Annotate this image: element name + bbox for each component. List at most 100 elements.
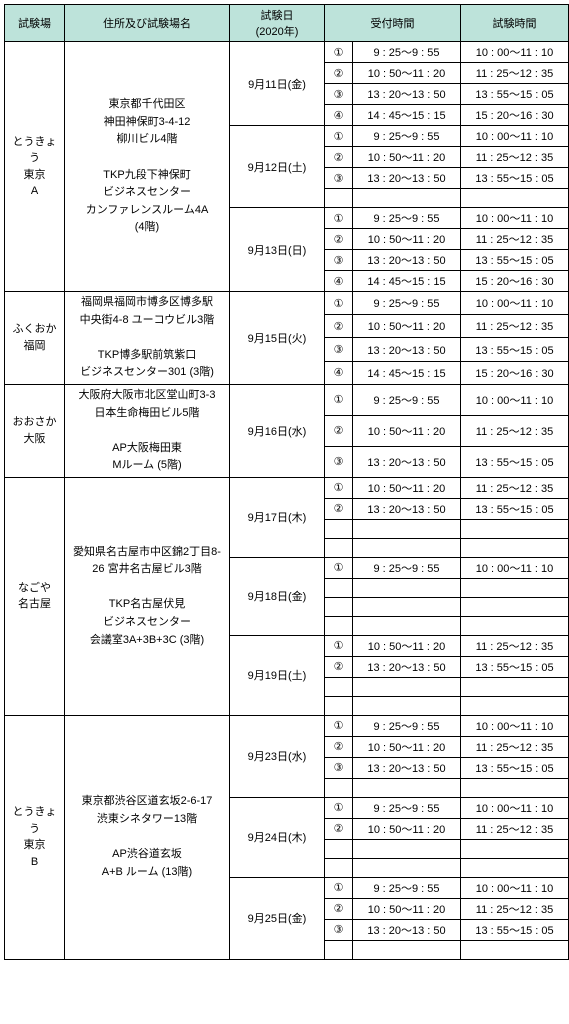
exam-time: 11 : 25～12 : 35 — [461, 315, 569, 338]
site-address: 東京都渋谷区道玄坂2-6-17渋東シネタワー13階AP渋谷道玄坂A+B ルーム … — [65, 715, 230, 959]
exam-time: 13 : 55～15 : 05 — [461, 168, 569, 189]
reception-time: 9 : 25～9 : 55 — [353, 384, 461, 415]
site-name: おおさか大阪 — [5, 384, 65, 477]
reception-time: 10 : 50～11 : 20 — [353, 229, 461, 250]
empty-cell — [325, 597, 353, 616]
slot-number: ③ — [325, 338, 353, 361]
header-date: 試験日 (2020年) — [230, 5, 325, 42]
slot-number: ② — [325, 898, 353, 919]
slot-number: ④ — [325, 361, 353, 384]
empty-cell — [353, 940, 461, 959]
empty-cell — [325, 578, 353, 597]
empty-cell — [461, 189, 569, 208]
table-row: とうきょう東京B東京都渋谷区道玄坂2-6-17渋東シネタワー13階AP渋谷道玄坂… — [5, 715, 569, 736]
empty-cell — [353, 538, 461, 557]
slot-number: ① — [325, 126, 353, 147]
slot-number: ① — [325, 384, 353, 415]
exam-time: 15 : 20～16 : 30 — [461, 271, 569, 292]
exam-time: 10 : 00～11 : 10 — [461, 126, 569, 147]
table-row: とうきょう東京A東京都千代田区神田神保町3-4-12柳川ビル4階TKP九段下神保… — [5, 42, 569, 63]
exam-time: 11 : 25～12 : 35 — [461, 477, 569, 498]
header-date-line2: (2020年) — [256, 26, 299, 38]
reception-time: 10 : 50～11 : 20 — [353, 147, 461, 168]
reception-time: 9 : 25～9 : 55 — [353, 208, 461, 229]
empty-cell — [353, 189, 461, 208]
exam-date: 9月17日(木) — [230, 477, 325, 557]
exam-time: 13 : 55～15 : 05 — [461, 250, 569, 271]
reception-time: 10 : 50～11 : 20 — [353, 415, 461, 446]
header-address: 住所及び試験場名 — [65, 5, 230, 42]
empty-cell — [353, 519, 461, 538]
slot-number: ② — [325, 656, 353, 677]
empty-cell — [353, 839, 461, 858]
empty-cell — [325, 696, 353, 715]
exam-time: 10 : 00～11 : 10 — [461, 42, 569, 63]
slot-number: ④ — [325, 271, 353, 292]
site-name: とうきょう東京A — [5, 42, 65, 292]
header-exam: 試験時間 — [461, 5, 569, 42]
exam-time: 11 : 25～12 : 35 — [461, 736, 569, 757]
reception-time: 9 : 25～9 : 55 — [353, 877, 461, 898]
site-address: 大阪府大阪市北区堂山町3-3日本生命梅田ビル5階AP大阪梅田東Mルーム (5階) — [65, 384, 230, 477]
reception-time: 13 : 20～13 : 50 — [353, 498, 461, 519]
slot-number: ② — [325, 736, 353, 757]
exam-date: 9月19日(土) — [230, 635, 325, 715]
exam-time: 11 : 25～12 : 35 — [461, 229, 569, 250]
header-date-line1: 試験日 — [261, 10, 294, 22]
exam-time: 10 : 00～11 : 10 — [461, 384, 569, 415]
empty-cell — [461, 696, 569, 715]
exam-time: 13 : 55～15 : 05 — [461, 757, 569, 778]
empty-cell — [461, 858, 569, 877]
reception-time: 13 : 20～13 : 50 — [353, 250, 461, 271]
reception-time: 13 : 20～13 : 50 — [353, 446, 461, 477]
empty-cell — [353, 597, 461, 616]
reception-time: 13 : 20～13 : 50 — [353, 168, 461, 189]
reception-time: 9 : 25～9 : 55 — [353, 715, 461, 736]
slot-number: ① — [325, 477, 353, 498]
exam-date: 9月25日(金) — [230, 877, 325, 959]
exam-date: 9月23日(水) — [230, 715, 325, 797]
exam-date: 9月11日(金) — [230, 42, 325, 126]
slot-number: ③ — [325, 250, 353, 271]
reception-time: 10 : 50～11 : 20 — [353, 477, 461, 498]
exam-date: 9月18日(金) — [230, 557, 325, 635]
header-row: 試験場 住所及び試験場名 試験日 (2020年) 受付時間 試験時間 — [5, 5, 569, 42]
empty-cell — [325, 839, 353, 858]
site-address: 東京都千代田区神田神保町3-4-12柳川ビル4階TKP九段下神保町ビジネスセンタ… — [65, 42, 230, 292]
slot-number: ① — [325, 557, 353, 578]
reception-time: 9 : 25～9 : 55 — [353, 42, 461, 63]
empty-cell — [353, 616, 461, 635]
exam-time: 13 : 55～15 : 05 — [461, 446, 569, 477]
site-name: とうきょう東京B — [5, 715, 65, 959]
empty-cell — [325, 189, 353, 208]
exam-date: 9月12日(土) — [230, 126, 325, 208]
reception-time: 9 : 25～9 : 55 — [353, 126, 461, 147]
empty-cell — [325, 538, 353, 557]
exam-time: 10 : 00～11 : 10 — [461, 877, 569, 898]
site-name: ふくおか福岡 — [5, 292, 65, 385]
exam-schedule-table: 試験場 住所及び試験場名 試験日 (2020年) 受付時間 試験時間 とうきょう… — [4, 4, 569, 960]
slot-number: ① — [325, 292, 353, 315]
empty-cell — [461, 839, 569, 858]
exam-time: 13 : 55～15 : 05 — [461, 84, 569, 105]
exam-time: 13 : 55～15 : 05 — [461, 338, 569, 361]
exam-time: 13 : 55～15 : 05 — [461, 656, 569, 677]
empty-cell — [353, 778, 461, 797]
slot-number: ① — [325, 877, 353, 898]
exam-date: 9月13日(日) — [230, 208, 325, 292]
empty-cell — [353, 677, 461, 696]
exam-time: 10 : 00～11 : 10 — [461, 715, 569, 736]
reception-time: 14 : 45～15 : 15 — [353, 361, 461, 384]
reception-time: 14 : 45～15 : 15 — [353, 271, 461, 292]
exam-time: 10 : 00～11 : 10 — [461, 292, 569, 315]
empty-cell — [461, 616, 569, 635]
empty-cell — [325, 778, 353, 797]
exam-time: 11 : 25～12 : 35 — [461, 635, 569, 656]
exam-date: 9月15日(火) — [230, 292, 325, 385]
slot-number: ① — [325, 208, 353, 229]
reception-time: 14 : 45～15 : 15 — [353, 105, 461, 126]
slot-number: ② — [325, 415, 353, 446]
slot-number: ③ — [325, 757, 353, 778]
slot-number: ② — [325, 498, 353, 519]
empty-cell — [325, 519, 353, 538]
